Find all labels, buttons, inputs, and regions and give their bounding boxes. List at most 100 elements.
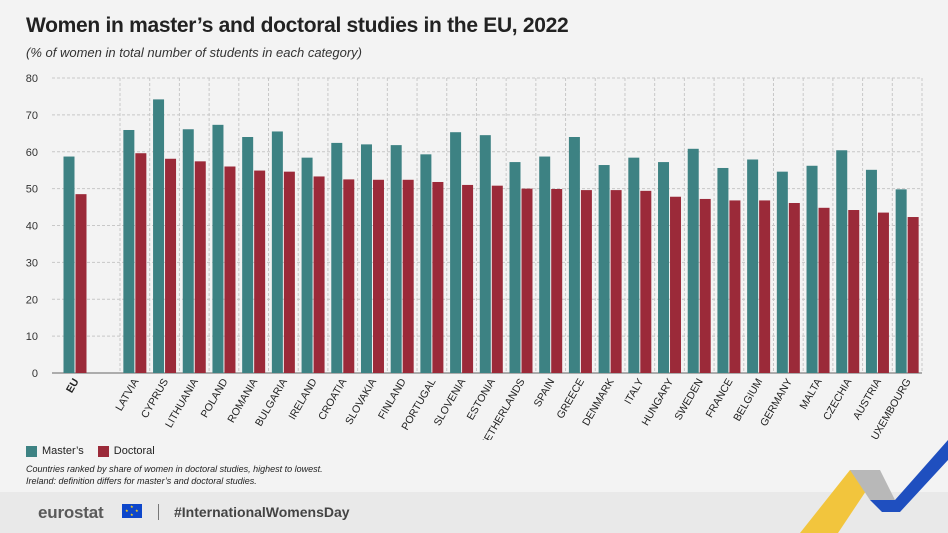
eurostat-logo: eurostat [38, 503, 104, 522]
legend-label-doctoral: Doctoral [113, 445, 155, 457]
y-tick-label: 40 [26, 221, 38, 233]
x-tick-label: FINLAND [376, 376, 409, 421]
bar-masters [658, 162, 670, 373]
legend-item-doctoral: Doctoral [97, 445, 155, 457]
x-tick-label: LATVIA [113, 377, 141, 414]
y-tick-label: 0 [32, 368, 38, 380]
bar-doctoral [848, 210, 860, 373]
bar-masters [153, 99, 165, 373]
bar-doctoral [313, 176, 325, 373]
bar-doctoral [135, 153, 147, 373]
bar-doctoral [670, 196, 682, 373]
bar-doctoral [75, 194, 87, 373]
bar-masters [182, 129, 194, 373]
bar-doctoral [788, 203, 800, 373]
eu-flag-icon: ★ ★ ★ ★ [122, 504, 142, 518]
legend-swatch-masters [26, 445, 37, 457]
legend-label-masters: Master’s [42, 445, 84, 457]
bar-masters [331, 142, 343, 373]
hashtag: #InternationalWomensDay [174, 504, 350, 520]
footer-separator [158, 504, 159, 520]
bar-doctoral [224, 166, 236, 373]
bar-masters [420, 154, 432, 373]
bar-doctoral [580, 190, 592, 373]
x-tick-label: ITALY [622, 377, 646, 407]
bar-doctoral [551, 188, 563, 373]
bar-masters [539, 156, 551, 373]
chart-title: Women in master’s and doctoral studies i… [26, 14, 569, 37]
bar-doctoral [907, 217, 919, 373]
bar-doctoral [818, 207, 830, 373]
bar-doctoral [640, 190, 652, 373]
bar-masters [212, 124, 224, 373]
x-tick-label: GREECE [554, 377, 587, 421]
bar-masters [123, 129, 135, 373]
bar-doctoral [729, 200, 741, 373]
bar-doctoral [521, 188, 533, 373]
y-tick-label: 50 [26, 184, 38, 196]
bar-doctoral [343, 179, 355, 373]
bar-masters [450, 132, 462, 373]
legend-item-masters: Master’s [26, 445, 84, 457]
bar-masters [360, 144, 372, 373]
bar-doctoral [194, 161, 206, 373]
y-tick-label: 70 [26, 110, 38, 122]
x-tick-label: EU [64, 377, 82, 396]
bar-doctoral [402, 179, 414, 373]
x-tick-label: MALTA [798, 377, 825, 412]
x-tick-label: CYPRUS [139, 377, 171, 421]
bar-masters [301, 157, 313, 373]
bar-masters [776, 171, 788, 373]
bar-doctoral [877, 212, 889, 373]
x-tick-label: CROATIA [316, 377, 349, 423]
bar-doctoral [165, 158, 177, 373]
x-tick-label: ESTONIA [465, 376, 498, 422]
bar-masters [242, 137, 254, 373]
bar-masters [509, 162, 521, 373]
bar-masters [806, 165, 818, 373]
footer: eurostat ★ ★ ★ ★ #InternationalWomensDay [0, 492, 948, 533]
bar-masters [568, 137, 580, 373]
y-tick-label: 60 [26, 147, 38, 159]
x-tick-label: POLAND [199, 376, 231, 420]
bar-masters [598, 165, 610, 373]
bar-doctoral [372, 179, 384, 373]
y-tick-label: 80 [26, 73, 38, 85]
bar-doctoral [254, 170, 266, 373]
bar-masters [390, 145, 402, 373]
bar-doctoral [699, 198, 711, 373]
bar-masters [628, 157, 640, 373]
x-tick-label: AUSTRIA [851, 377, 884, 422]
bar-masters [271, 131, 283, 373]
bar-masters [717, 167, 729, 373]
x-tick-label: FRANCE [704, 377, 736, 420]
y-tick-label: 30 [26, 257, 38, 269]
bar-masters [865, 169, 877, 373]
legend-swatch-doctoral [97, 445, 109, 457]
legend: Master’s Doctoral [26, 445, 155, 457]
bar-doctoral [432, 181, 444, 373]
bar-doctoral [491, 185, 503, 373]
bar-masters [895, 189, 907, 373]
note-ranking: Countries ranked by share of women in do… [26, 464, 323, 474]
bar-doctoral [283, 171, 295, 373]
x-tick-label: SPAIN [532, 377, 558, 410]
bar-masters [747, 159, 759, 373]
x-tick-label: BELGIUM [731, 377, 765, 424]
x-tick-label: IRELAND [287, 376, 320, 422]
y-tick-label: 20 [26, 294, 38, 306]
bar-masters [687, 148, 699, 373]
bar-masters [63, 156, 75, 373]
y-tick-label: 10 [26, 331, 38, 343]
bar-masters [479, 135, 491, 373]
decorative-chevron-icon [800, 440, 948, 533]
bar-doctoral [759, 200, 771, 373]
x-tick-label: CZECHIA [821, 377, 854, 423]
bar-masters [836, 150, 848, 373]
bar-doctoral [462, 184, 474, 373]
bar-doctoral [610, 190, 622, 373]
chart-subtitle: (% of women in total number of students … [26, 45, 363, 60]
x-tick-label: SWEDEN [672, 377, 705, 423]
note-ireland: Ireland: definition differs for master’s… [26, 476, 257, 486]
